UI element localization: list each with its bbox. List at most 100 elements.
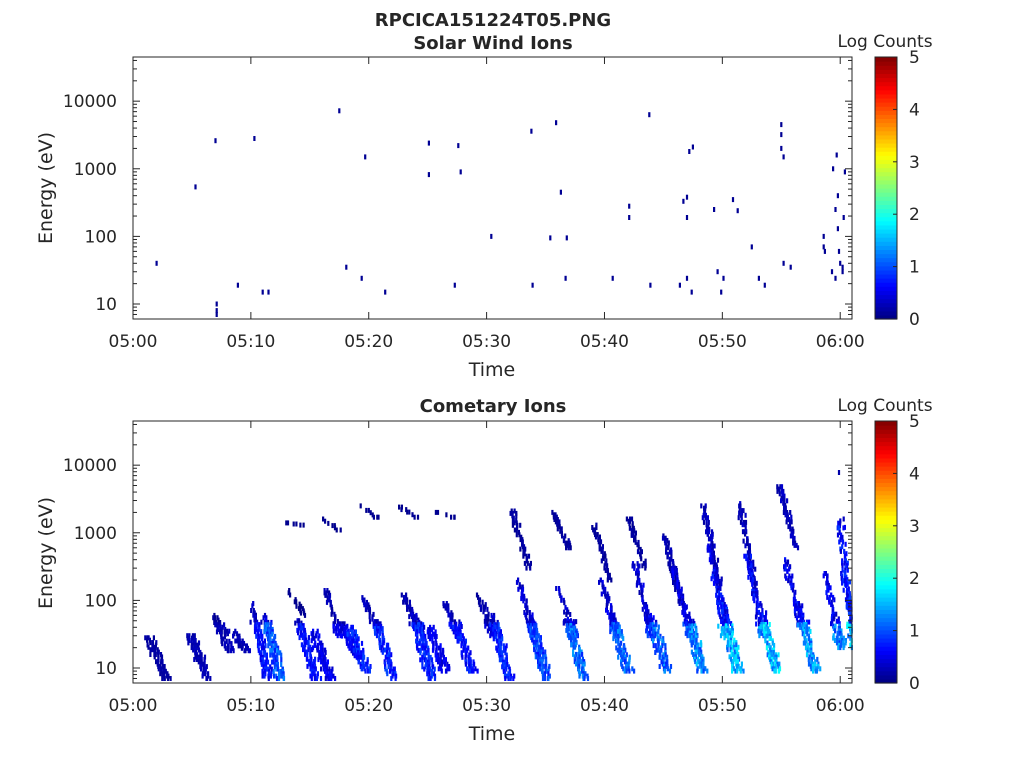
heatmap-cell <box>381 649 384 655</box>
heatmap-cell <box>658 664 661 669</box>
heatmap-cell <box>572 623 575 629</box>
heatmap-cell <box>832 166 835 172</box>
heatmap-cell <box>386 671 389 677</box>
heatmap-cell <box>565 627 568 633</box>
heatmap-cell <box>782 260 785 266</box>
colorbar-swatch <box>875 605 897 610</box>
colorbar-swatch <box>875 204 897 210</box>
heatmap-cell <box>661 535 665 541</box>
heatmap-cell <box>764 638 767 644</box>
heatmap-cell <box>260 636 264 642</box>
heatmap-cell <box>685 215 689 220</box>
heatmap-cell <box>367 507 370 513</box>
heatmap-cell <box>842 587 845 593</box>
heatmap-cell <box>215 629 219 635</box>
heatmap-cell <box>307 661 311 667</box>
heatmap-cell <box>458 619 461 625</box>
heatmap-cell <box>289 592 292 598</box>
heatmap-cell <box>335 527 338 533</box>
heatmap-cell <box>549 235 552 241</box>
heatmap-cell <box>470 664 473 669</box>
heatmap-cell <box>388 668 392 674</box>
heatmap-cell <box>339 628 342 634</box>
heatmap-cell <box>297 630 300 636</box>
heatmap-cell <box>356 640 359 646</box>
heatmap-cell <box>572 644 575 650</box>
heatmap-cell <box>322 657 325 663</box>
heatmap-cell <box>229 648 232 654</box>
heatmap-cell <box>838 530 841 536</box>
heatmap-cell <box>298 635 301 641</box>
colorbar-swatch <box>875 633 897 639</box>
heatmap-cell <box>568 635 571 641</box>
heatmap-cell <box>615 638 618 644</box>
heatmap-cell <box>324 650 327 655</box>
heatmap-cell <box>398 504 401 510</box>
heatmap-cell <box>795 615 799 621</box>
heatmap-cell <box>681 609 684 615</box>
heatmap-cell <box>847 606 850 612</box>
heatmap-cell <box>638 563 641 569</box>
heatmap-cell <box>847 586 850 592</box>
heatmap-cell <box>789 526 792 532</box>
heatmap-cell <box>377 621 380 627</box>
heatmap-cell <box>313 635 316 641</box>
heatmap-cell <box>215 312 218 317</box>
heatmap-cell <box>448 666 451 672</box>
heatmap-cell <box>504 645 507 651</box>
heatmap-cell <box>523 551 526 557</box>
heatmap-cell <box>710 576 713 582</box>
heatmap-cell <box>405 507 408 513</box>
x-tick-label: 05:40 <box>580 696 629 716</box>
heatmap-cell <box>649 282 652 288</box>
heatmap-cell <box>740 661 743 667</box>
heatmap-cell <box>427 676 430 681</box>
heatmap-cell <box>752 564 755 570</box>
heatmap-cell <box>306 663 309 669</box>
heatmap-cell <box>195 657 198 662</box>
heatmap-cell <box>688 633 691 638</box>
heatmap-cell <box>496 626 499 632</box>
heatmap-cell <box>688 623 691 629</box>
heatmap-cell <box>771 656 774 662</box>
colorbar-swatch <box>875 310 897 316</box>
heatmap-cell <box>190 645 193 651</box>
heatmap-cell <box>435 657 438 663</box>
heatmap-cell <box>578 673 581 679</box>
heatmap-cell <box>262 615 265 621</box>
heatmap-cell <box>700 503 703 509</box>
heatmap-cell <box>631 523 634 529</box>
heatmap-cell <box>695 654 698 660</box>
heatmap-cell <box>787 517 790 523</box>
heatmap-cell <box>548 673 551 679</box>
panel-title: Cometary Ions <box>420 396 567 417</box>
heatmap-cell <box>677 581 681 587</box>
colorbar-swatch <box>875 171 897 177</box>
heatmap-cell <box>700 642 703 648</box>
heatmap-cell <box>822 233 825 239</box>
heatmap-cell <box>368 619 372 625</box>
heatmap-cell <box>773 668 776 674</box>
heatmap-cell <box>468 668 471 674</box>
heatmap-cell <box>849 642 852 648</box>
heatmap-cell <box>491 631 494 637</box>
heatmap-cell <box>419 626 422 632</box>
heatmap-cell <box>691 628 694 634</box>
heatmap-cell <box>744 524 747 530</box>
colorbar-label: Log Counts <box>837 396 932 416</box>
colorbar-frame <box>874 420 898 684</box>
heatmap-cell <box>573 659 576 665</box>
heatmap-cell <box>541 671 544 677</box>
heatmap-cell <box>307 642 310 648</box>
heatmap-cell <box>674 587 677 592</box>
heatmap-cell <box>528 610 531 615</box>
heatmap-cell <box>280 662 283 667</box>
heatmap-cell <box>713 543 716 549</box>
colorbar-swatch <box>875 314 897 320</box>
heatmap-cell <box>408 509 411 515</box>
heatmap-cell <box>507 676 510 681</box>
heatmap-cell <box>725 623 728 629</box>
heatmap-cell <box>445 512 448 518</box>
heatmap-cell <box>310 638 313 644</box>
heatmap-cell <box>828 599 831 605</box>
